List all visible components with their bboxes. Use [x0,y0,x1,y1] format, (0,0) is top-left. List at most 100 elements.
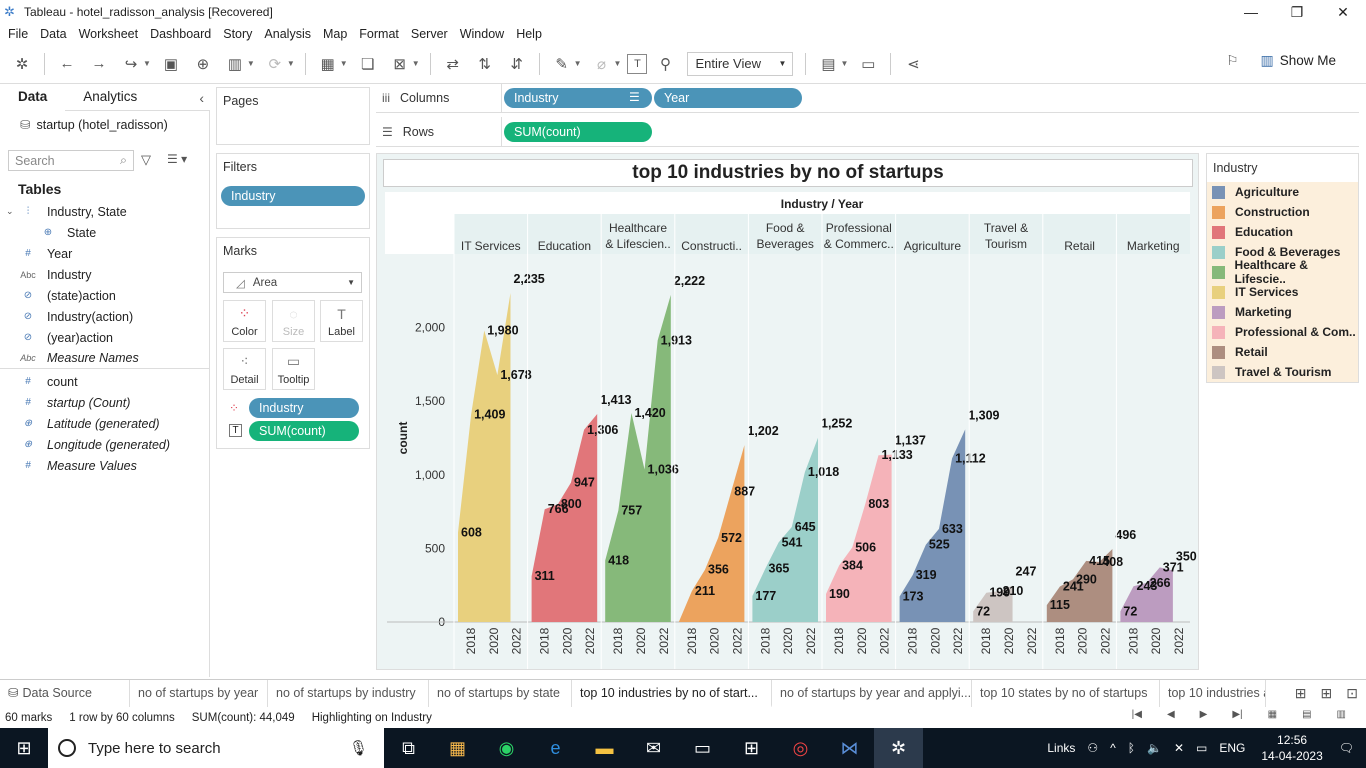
pages-card[interactable]: Pages [216,87,370,145]
sheet-tab[interactable]: no of startups by industry [268,679,429,708]
legend-item[interactable]: Agriculture [1207,182,1358,202]
tableau-logo-icon[interactable]: ✲ [15,55,29,73]
next-icon[interactable]: ▶ [1199,709,1208,720]
field-item[interactable]: ⌄ ⫶ Industry, State [0,201,210,222]
area-chart[interactable]: Industry / Year05001,0001,5002,000countI… [377,154,1198,669]
vr-app-icon[interactable]: ▭ [693,737,711,758]
field-item[interactable]: # count [0,371,210,392]
field-item[interactable]: # startup (Count) [0,392,210,413]
redo-icon[interactable]: → [91,55,107,72]
whatsapp-icon[interactable]: ◉ [498,737,515,758]
field-item[interactable]: Abc Industry [0,264,210,285]
menu-server[interactable]: Server [410,27,448,41]
tab-data[interactable]: Data [0,85,66,111]
undo-icon[interactable]: ← [59,55,75,72]
new-worksheet-icon[interactable]: ▦ [320,55,335,73]
legend-item[interactable]: Retail [1207,342,1358,362]
tableau-app-icon[interactable]: ⋈ [840,737,859,758]
columns-shelf[interactable]: iii Columns Industry ☰ Year [376,82,1359,113]
swap-icon[interactable]: ⇄ [446,55,459,73]
columns-pill-year[interactable]: Year [654,88,802,108]
sheet-tab[interactable]: no of startups by state [429,679,572,708]
sort-ascending-icon[interactable]: ⇅ [478,55,491,73]
legend-item[interactable]: Marketing [1207,302,1358,322]
edge-icon[interactable]: e [550,737,561,758]
menu-format[interactable]: Format [359,27,399,41]
taskbar-search[interactable]: Type here to search 🎙 [48,728,384,768]
last-icon[interactable]: ▶| [1232,709,1243,720]
menu-story[interactable]: Story [223,27,253,41]
menu-worksheet[interactable]: Worksheet [78,27,139,41]
filmstrip-icon[interactable]: ▤ [1302,709,1312,720]
network-icon[interactable]: ✕ [1173,741,1185,755]
columns-pill-industry[interactable]: Industry [504,88,652,108]
menu-map[interactable]: Map [322,27,348,41]
duplicate-sheet-icon[interactable]: ❏ [360,55,375,73]
clock[interactable]: 12:56 14-04-2023 [1261,732,1322,764]
chevron-down-icon[interactable]: ⌄ [6,206,14,216]
task-view-icon[interactable]: ⧉ [402,737,415,758]
replay-icon[interactable]: ↪ [124,55,138,73]
new-worksheet-icon[interactable]: ⊞ [1294,685,1307,701]
legend-item[interactable]: Education [1207,222,1358,242]
group-icon[interactable]: ⌀ [597,55,607,73]
menu-help[interactable]: Help [516,27,542,41]
sheet-tab[interactable]: top 10 industries a [1160,679,1266,708]
people-icon[interactable]: ⚇ [1087,741,1099,755]
filters-card[interactable]: Filters Industry [216,153,370,229]
rows-pill-sumcount[interactable]: SUM(count) [504,122,652,142]
chevron-up-icon[interactable]: ^ [1110,741,1116,755]
mark-type-dropdown[interactable]: ◿ Area ▼ [223,272,362,293]
field-item[interactable]: ⊕ Longitude (generated) [0,434,210,455]
tooltip-pin-icon[interactable]: ⚐ [1226,52,1239,68]
restore-button[interactable]: ❐ [1290,3,1304,20]
new-dashboard-icon[interactable]: ⊞ [1320,685,1333,701]
minimize-button[interactable]: — [1244,4,1258,20]
tooltip-button[interactable]: ▭ Tooltip [272,348,315,390]
close-button[interactable]: ✕ [1337,3,1349,20]
highlight-icon[interactable]: ✎ [555,55,568,73]
show-cards-icon[interactable]: ▤ [821,55,836,73]
share-icon[interactable]: ⋖ [907,55,920,73]
menu-file[interactable]: File [8,27,29,41]
sheet-tab[interactable]: no of startups by year and applyi... [772,679,972,708]
refresh-icon[interactable]: ⟳ [268,55,282,73]
save-icon[interactable]: ▣ [163,55,179,73]
menu-window[interactable]: Window [459,27,505,41]
viz-area[interactable]: Industry / Year 0 500 1,000 1,500 2,000 count I… [376,153,1199,670]
volume-icon[interactable]: 🔈 [1147,741,1162,755]
legend-item[interactable]: IT Services [1207,282,1358,302]
field-item[interactable]: ⊘ (state)action [0,285,210,306]
legend-item[interactable]: Construction [1207,202,1358,222]
rows-shelf[interactable]: ☰ Rows SUM(count) [376,116,1359,147]
marks-pill-sumcount[interactable]: SUM(count) [249,421,359,441]
color-button[interactable]: ⁘ Color [223,300,266,342]
battery-icon[interactable]: ▭ [1196,741,1208,755]
sheet-tab[interactable]: no of startups by year [130,679,268,708]
marks-pill-industry[interactable]: Industry [249,398,359,418]
field-item[interactable]: ⊕ State [0,222,210,243]
datasource-item[interactable]: ⛁ startup (hotel_radisson) [0,111,209,133]
notification-icon[interactable]: 🗨 [1338,741,1354,755]
filter-pill-industry[interactable]: Industry [221,186,365,206]
field-item[interactable]: ⊘ Industry(action) [0,306,210,327]
label-button[interactable]: T Label [320,300,363,342]
field-item[interactable]: Abc Measure Names [0,348,210,369]
view-options-icon[interactable]: ☰ ▾ [167,152,188,166]
menu-data[interactable]: Data [40,27,67,41]
sheet-tab-active[interactable]: top 10 industries by no of start... [572,679,772,708]
store-icon[interactable]: ⊞ [743,737,760,758]
language-indicator[interactable]: ENG [1219,741,1246,755]
field-item[interactable]: ⊘ (year)action [0,327,210,348]
chrome-icon[interactable]: ◎ [792,737,809,758]
new-datasource-icon[interactable]: ⊕ [196,55,210,73]
bluetooth-icon[interactable]: ᛒ [1127,741,1135,755]
search-input[interactable]: Search ⌕ [8,150,134,171]
file-explorer-icon[interactable]: ▬ [595,737,614,758]
microphone-icon[interactable]: 🎙 [348,740,368,757]
tab-data-source[interactable]: ⛁ Data Source [0,679,130,708]
legend-item[interactable]: Professional & Com.. [1207,322,1358,342]
first-icon[interactable]: |◀ [1131,709,1142,720]
links-label[interactable]: Links [1047,741,1076,755]
menu-analysis[interactable]: Analysis [264,27,311,41]
